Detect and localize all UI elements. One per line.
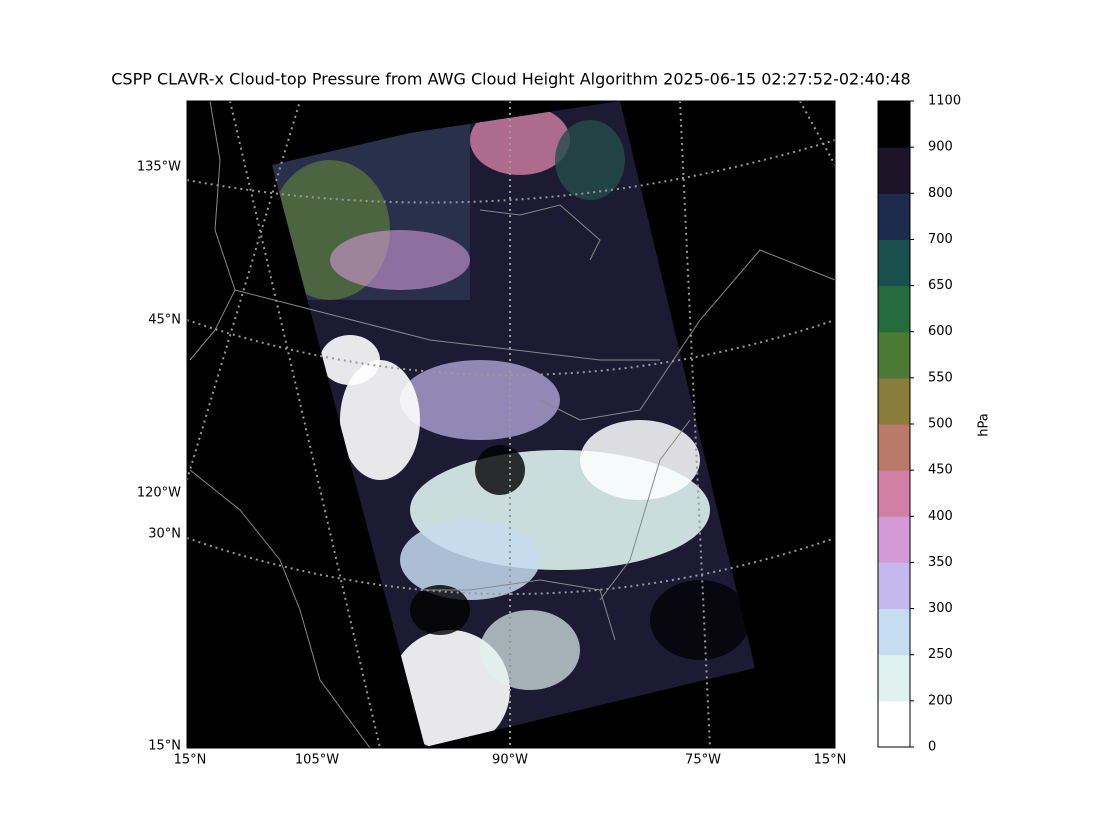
lat-lon-label: 120°W xyxy=(137,486,181,501)
lat-lon-label: 90°W xyxy=(492,753,528,768)
lat-lon-label: 45°N xyxy=(148,313,181,328)
colorbar-tick-label: 0 xyxy=(928,740,936,755)
lat-lon-label: 135°W xyxy=(137,160,181,175)
colorbar-segment xyxy=(878,562,910,610)
colorbar-label: hPa xyxy=(977,413,992,436)
colorbar-tick-label: 500 xyxy=(928,417,953,432)
colorbar-segment xyxy=(878,147,910,194)
colorbar-tick-label: 550 xyxy=(928,370,953,385)
colorbar: 0 200 250 300 350 400 450 500 550 600 650 700 800 900… xyxy=(877,94,961,755)
colorbar-segment xyxy=(878,516,910,563)
colorbar-tick-label: 650 xyxy=(928,278,953,293)
graticule xyxy=(186,100,836,749)
colorbar-segment xyxy=(878,608,910,656)
coastlines xyxy=(189,100,836,749)
lat-lon-label: 15°N xyxy=(148,739,181,754)
lat-lon-label: 30°N xyxy=(148,527,181,542)
map-title: CSPP CLAVR-x Cloud-top Pressure from AWG… xyxy=(111,70,910,89)
colorbar-tick-label: 1100 xyxy=(928,94,961,109)
colorbar-tick-label: 800 xyxy=(928,186,953,201)
colorbar-segment xyxy=(878,193,910,240)
colorbar-tick-label: 350 xyxy=(928,555,953,570)
colorbar-segment xyxy=(878,654,910,702)
colorbar-tick-label: 600 xyxy=(928,324,953,339)
left-labels: 135°W 45°N 120°W 30°N 15°N xyxy=(137,160,181,754)
colorbar-segment xyxy=(878,470,910,517)
map xyxy=(186,100,836,749)
colorbar-tick-label: 450 xyxy=(928,463,953,478)
colorbar-segment xyxy=(878,285,910,333)
colorbar-tick-label: 200 xyxy=(928,693,953,708)
colorbar-segment xyxy=(878,331,910,379)
colorbar-segment xyxy=(878,377,910,425)
lat-lon-label: 15°N xyxy=(174,753,207,768)
colorbar-segment xyxy=(878,700,910,748)
colorbar-tick-label: 400 xyxy=(928,509,953,524)
colorbar-tick-label: 300 xyxy=(928,601,953,616)
colorbar-tick-label: 900 xyxy=(928,140,953,155)
colorbar-tick-label: 250 xyxy=(928,647,953,662)
lat-lon-label: 75°W xyxy=(685,753,721,768)
map-frame xyxy=(186,100,836,749)
lat-lon-label: 15°N xyxy=(814,753,847,768)
colorbar-segment xyxy=(878,239,910,287)
cloud-field xyxy=(272,101,750,747)
colorbar-tick-label: 700 xyxy=(928,232,953,247)
bottom-labels: 15°N 105°W 90°W 75°W 15°N xyxy=(174,753,847,768)
lat-lon-label: 105°W xyxy=(295,753,339,768)
colorbar-segment xyxy=(878,424,910,471)
colorbar-segment xyxy=(878,101,910,148)
